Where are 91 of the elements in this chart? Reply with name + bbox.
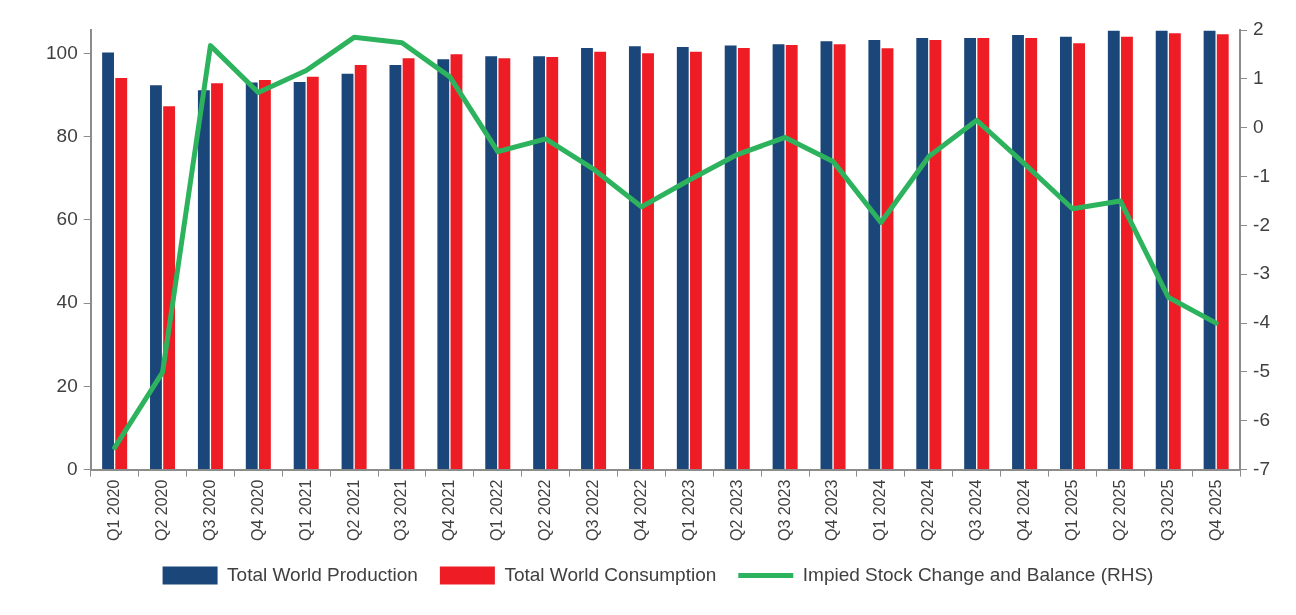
bar	[833, 44, 846, 470]
bar	[1155, 30, 1168, 470]
legend-label: Impied Stock Change and Balance (RHS)	[802, 563, 1154, 585]
bar	[1025, 37, 1038, 470]
bar	[1168, 33, 1181, 470]
bar	[977, 37, 990, 470]
bar	[197, 90, 210, 470]
y-tick-label: 20	[56, 374, 78, 396]
legend-label: Total World Production	[227, 563, 418, 585]
x-tick-label: Q3 2021	[392, 479, 410, 542]
y2-tick-label: -7	[1253, 457, 1271, 479]
x-tick-label: Q3 2023	[775, 479, 793, 542]
x-tick-label: Q4 2022	[631, 479, 649, 542]
y2-tick-label: -1	[1253, 164, 1271, 186]
bar	[676, 47, 689, 470]
x-tick-label: Q1 2022	[488, 479, 506, 542]
x-tick-label: Q1 2020	[105, 479, 123, 542]
y-tick-label: 0	[67, 457, 78, 479]
bar	[437, 59, 450, 470]
x-tick-label: Q3 2022	[583, 479, 601, 542]
x-tick-label: Q2 2023	[727, 479, 745, 542]
bar	[929, 39, 942, 470]
bar	[546, 57, 559, 470]
x-tick-label: Q1 2025	[1062, 479, 1080, 542]
y2-tick-label: 1	[1253, 67, 1264, 89]
bar	[115, 77, 128, 470]
x-tick-label: Q2 2025	[1110, 479, 1128, 542]
legend-label: Total World Consumption	[504, 563, 717, 585]
bar	[293, 82, 306, 470]
bar	[881, 48, 894, 470]
bar	[402, 58, 415, 470]
x-tick-label: Q3 2025	[1158, 479, 1176, 542]
y2-tick-label: -2	[1253, 213, 1271, 235]
bar	[820, 41, 833, 470]
bar	[581, 47, 593, 470]
y-tick-label: 100	[46, 41, 78, 63]
x-tick-label: Q4 2025	[1206, 479, 1224, 542]
bar	[533, 56, 546, 470]
bar	[354, 64, 367, 470]
bar	[258, 79, 271, 470]
bar	[450, 54, 463, 470]
y2-tick-label: -4	[1253, 311, 1271, 333]
y2-tick-label: 2	[1253, 18, 1264, 40]
bar	[916, 37, 929, 470]
bar	[1121, 36, 1133, 470]
bar	[150, 85, 162, 470]
bar	[245, 82, 258, 470]
bar	[1203, 30, 1216, 470]
y2-tick-label: -6	[1253, 409, 1271, 431]
bar	[737, 47, 750, 470]
bar	[163, 106, 176, 470]
x-tick-label: Q4 2020	[248, 479, 266, 542]
bar	[306, 76, 319, 470]
bar	[1059, 36, 1072, 470]
y-tick-label: 80	[56, 124, 78, 146]
x-tick-label: Q2 2021	[344, 479, 362, 542]
bar	[772, 44, 785, 470]
y-tick-label: 40	[56, 291, 78, 313]
x-tick-label: Q2 2022	[536, 479, 554, 542]
bar	[389, 64, 402, 470]
bar	[341, 73, 354, 470]
bar	[1012, 35, 1024, 470]
x-tick-label: Q1 2024	[871, 479, 889, 542]
y2-tick-label: 0	[1253, 115, 1264, 137]
x-tick-label: Q4 2024	[1015, 479, 1032, 542]
x-tick-label: Q3 2020	[200, 479, 218, 542]
x-tick-label: Q1 2023	[679, 479, 697, 542]
bar	[724, 45, 737, 470]
y2-tick-label: -3	[1253, 262, 1271, 284]
bar	[1107, 30, 1120, 470]
bar	[102, 52, 114, 470]
y2-tick-label: -5	[1253, 360, 1271, 382]
bar	[785, 44, 798, 470]
bar	[628, 46, 641, 470]
x-tick-label: Q1 2021	[296, 479, 314, 542]
bar	[868, 39, 881, 470]
bar	[211, 83, 223, 470]
bar	[690, 51, 702, 470]
bar	[485, 56, 498, 470]
x-tick-label: Q4 2021	[440, 479, 458, 542]
bar	[594, 51, 607, 470]
y-tick-label: 60	[56, 208, 78, 230]
x-tick-label: Q2 2024	[919, 479, 937, 542]
x-tick-label: Q3 2024	[967, 479, 985, 542]
bar	[642, 53, 654, 470]
bar	[964, 37, 977, 470]
x-tick-label: Q4 2023	[823, 479, 841, 542]
bar	[1216, 34, 1229, 470]
bar	[498, 58, 511, 470]
bar	[1073, 43, 1085, 470]
x-tick-label: Q2 2020	[152, 479, 170, 542]
